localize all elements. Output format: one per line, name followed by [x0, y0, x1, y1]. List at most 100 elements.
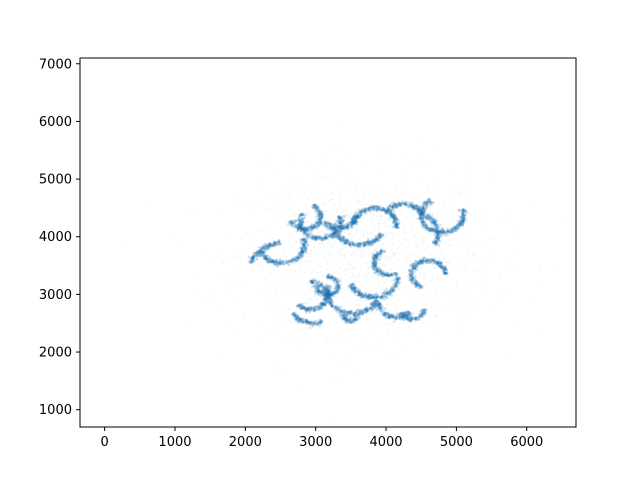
scatter-point [276, 241, 279, 244]
scatter-point [300, 254, 304, 258]
scatter-point [327, 415, 330, 418]
scatter-point [302, 226, 306, 230]
scatter-point [409, 259, 412, 262]
scatter-point [449, 243, 452, 246]
scatter-point [289, 260, 292, 263]
scatter-point [263, 254, 267, 258]
scatter-point [351, 252, 354, 255]
scatter-point [363, 349, 366, 352]
scatter-point [340, 253, 343, 256]
scatter-point [436, 264, 438, 267]
scatter-point [318, 212, 321, 215]
scatter-point [294, 214, 297, 217]
scatter-point [348, 259, 351, 262]
scatter-point [347, 312, 350, 315]
scatter-point [441, 272, 444, 275]
scatter-point [366, 274, 369, 277]
scatter-point [346, 267, 349, 270]
scatter-point [335, 229, 337, 232]
scatter-point [362, 233, 365, 236]
scatter-point [420, 319, 423, 322]
scatter-point [296, 228, 300, 231]
scatter-point [394, 190, 397, 193]
scatter-point [348, 262, 351, 265]
scatter-point [267, 246, 270, 250]
scatter-point [317, 209, 321, 213]
scatter-point [411, 221, 414, 224]
scatter-point [403, 174, 406, 177]
scatter-point [268, 243, 272, 246]
scatter-point [231, 193, 234, 196]
scatter-point [267, 245, 271, 248]
scatter-point [330, 266, 333, 269]
scatter-point [292, 220, 295, 223]
scatter-point [400, 207, 403, 210]
scatter-point [325, 176, 328, 179]
scatter-point [250, 258, 254, 262]
scatter-point [316, 285, 319, 289]
scatter-point [432, 225, 435, 228]
scatter-point [256, 251, 259, 255]
scatter-point [464, 266, 466, 269]
scatter-point [261, 251, 264, 255]
scatter-point [316, 226, 319, 228]
scatter-point [298, 253, 302, 257]
scatter-point [305, 223, 308, 226]
scatter-point [252, 256, 256, 260]
scatter-point [344, 225, 347, 228]
scatter-point [335, 227, 338, 230]
scatter-point [365, 300, 368, 303]
scatter-point [272, 236, 274, 239]
scatter-point [315, 250, 318, 253]
scatter-point [301, 239, 305, 242]
scatter-point [357, 349, 360, 351]
scatter-point [368, 190, 371, 193]
scatter-point [285, 191, 288, 194]
scatter-point [365, 342, 368, 344]
scatter-point [456, 226, 460, 229]
scatter-point [270, 260, 274, 264]
scatter-point [261, 230, 264, 233]
scatter-point [277, 262, 280, 266]
scatter-point [252, 213, 255, 216]
scatter-point [446, 275, 449, 278]
scatter-point [296, 254, 300, 258]
scatter-point [320, 212, 323, 215]
scatter-point [332, 203, 335, 206]
scatter-point [293, 226, 296, 229]
scatter-point [340, 207, 343, 210]
scatter-point [388, 269, 391, 272]
scatter-point [274, 288, 277, 291]
scatter-point [255, 189, 258, 192]
scatter-point [259, 254, 262, 257]
scatter-point [241, 236, 244, 239]
scatter-point [325, 339, 328, 342]
scatter-point [291, 222, 295, 225]
scatter-point [367, 290, 370, 293]
scatter-point [263, 253, 266, 256]
scatter-point [418, 213, 421, 216]
scatter-point [453, 197, 456, 200]
scatter-point [304, 213, 307, 216]
scatter-point [259, 250, 262, 254]
scatter-point [300, 225, 303, 228]
scatter-point [383, 282, 386, 284]
scatter-point [381, 158, 384, 161]
scatter-point [320, 217, 324, 220]
scatter-point [268, 241, 271, 245]
scatter-point [183, 212, 186, 215]
scatter-point [272, 242, 275, 245]
scatter-point [260, 251, 263, 254]
scatter-point [373, 312, 376, 315]
scatter-point [367, 299, 370, 302]
scatter-point [356, 314, 359, 317]
scatter-point [391, 202, 394, 205]
scatter-point [300, 252, 304, 256]
scatter-point [431, 276, 434, 279]
scatter-point [301, 249, 304, 252]
scatter-point [271, 245, 274, 248]
scatter-point [338, 297, 341, 300]
scatter-point [344, 241, 347, 244]
scatter-point [300, 249, 304, 253]
scatter-point [376, 277, 379, 280]
